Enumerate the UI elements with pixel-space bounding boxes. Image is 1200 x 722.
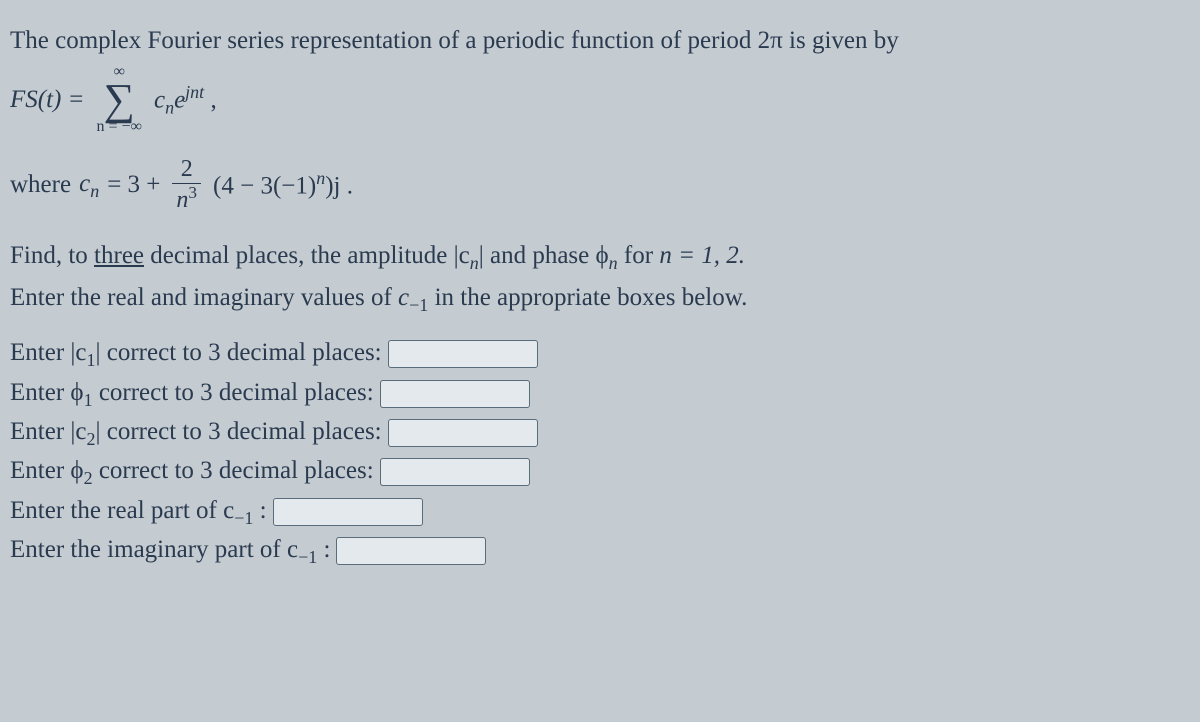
fs-e: e bbox=[174, 86, 185, 113]
find-p3: | and phase ϕ bbox=[479, 242, 609, 269]
find-p4: for bbox=[618, 242, 660, 269]
where-cn-letter: c bbox=[79, 170, 90, 197]
entry-label: Enter ϕ1 correct to 3 decimal places: bbox=[10, 376, 374, 412]
entry-label-post: correct to 3 decimal places: bbox=[93, 457, 374, 484]
find-subn: n bbox=[470, 253, 479, 273]
sigma-bottom: n = −∞ bbox=[97, 119, 142, 135]
fs-lhs: FS(t) = bbox=[10, 83, 85, 117]
entry-label-sub: −1 bbox=[234, 508, 253, 528]
entry-label-sub: 1 bbox=[87, 350, 96, 370]
entry-row: Enter ϕ2 correct to 3 decimal places: bbox=[10, 454, 1190, 490]
entry-label-post: | correct to 3 decimal places: bbox=[96, 339, 382, 366]
where-equation: where cn = 3 + 2 n3 (4 − 3(−1)n)j . bbox=[10, 157, 1190, 212]
input-phi2[interactable] bbox=[380, 458, 530, 486]
enter-line: Enter the real and imaginary values of c… bbox=[10, 281, 1190, 317]
input-c1-mag[interactable] bbox=[388, 340, 538, 368]
entry-label-sub: 1 bbox=[84, 390, 93, 410]
entry-label-post: | correct to 3 decimal places: bbox=[96, 418, 382, 445]
find-p1: Find, to bbox=[10, 242, 94, 269]
entry-row: Enter ϕ1 correct to 3 decimal places: bbox=[10, 376, 1190, 412]
fs-comma: , bbox=[210, 86, 216, 113]
entry-label: Enter |c2| correct to 3 decimal places: bbox=[10, 415, 382, 451]
entry-row: Enter |c1| correct to 3 decimal places: bbox=[10, 336, 1190, 372]
entry-label-post: correct to 3 decimal places: bbox=[93, 379, 374, 406]
find-subn2: n bbox=[609, 253, 618, 273]
sigma-symbol: ∑ bbox=[104, 80, 135, 120]
entry-label: Enter |c1| correct to 3 decimal places: bbox=[10, 336, 382, 372]
find-p2: decimal places, the amplitude |c bbox=[144, 242, 470, 269]
find-three: three bbox=[94, 242, 144, 269]
entry-label-post: : bbox=[253, 497, 266, 524]
frac-denominator: n3 bbox=[172, 183, 201, 213]
fs-exp: jnt bbox=[185, 82, 204, 102]
input-cminus1-real[interactable] bbox=[273, 498, 423, 526]
entry-label-post: : bbox=[317, 536, 330, 563]
where-cn: cn bbox=[79, 167, 99, 203]
entry-label-sub: 2 bbox=[87, 429, 96, 449]
entry-label-sub: 2 bbox=[84, 468, 93, 488]
entry-label-pre: Enter ϕ bbox=[10, 379, 84, 406]
find-neq: n = 1, 2. bbox=[659, 242, 745, 269]
where-fraction: 2 n3 bbox=[172, 157, 201, 212]
where-rest-tail: )j . bbox=[325, 173, 353, 200]
sigma-block: ∞ ∑ n = −∞ bbox=[97, 64, 142, 136]
entry-label: Enter the real part of c−1 : bbox=[10, 494, 267, 530]
where-prefix: where bbox=[10, 168, 71, 202]
enter-sub: −1 bbox=[409, 295, 428, 315]
entry-label-pre: Enter the imaginary part of c bbox=[10, 536, 298, 563]
frac-numerator: 2 bbox=[177, 157, 197, 182]
input-phi1[interactable] bbox=[380, 380, 530, 408]
entry-label: Enter the imaginary part of c−1 : bbox=[10, 533, 330, 569]
input-cminus1-imag[interactable] bbox=[336, 537, 486, 565]
enter-c: c bbox=[398, 284, 409, 311]
fs-term: cnejnt , bbox=[154, 80, 217, 120]
where-eq3plus: = 3 + bbox=[107, 168, 160, 202]
where-rest: (4 − 3(−1)n)j . bbox=[213, 166, 353, 203]
entry-row: Enter the real part of c−1 : bbox=[10, 494, 1190, 530]
find-line: Find, to three decimal places, the ampli… bbox=[10, 239, 1190, 275]
entry-label-pre: Enter |c bbox=[10, 418, 87, 445]
input-c2-mag[interactable] bbox=[388, 419, 538, 447]
frac-den-exp: 3 bbox=[188, 183, 197, 202]
fs-equation: FS(t) = ∞ ∑ n = −∞ cnejnt , bbox=[10, 64, 1190, 136]
entry-row: Enter the imaginary part of c−1 : bbox=[10, 533, 1190, 569]
intro-text: The complex Fourier series representatio… bbox=[10, 24, 1190, 58]
entry-label-pre: Enter |c bbox=[10, 339, 87, 366]
fs-cn-sub: n bbox=[165, 97, 174, 117]
enter-p1: Enter the real and imaginary values of bbox=[10, 284, 398, 311]
entry-row: Enter |c2| correct to 3 decimal places: bbox=[10, 415, 1190, 451]
entry-label-pre: Enter ϕ bbox=[10, 457, 84, 484]
entry-label: Enter ϕ2 correct to 3 decimal places: bbox=[10, 454, 374, 490]
where-rest-main: (4 − 3(−1) bbox=[213, 173, 316, 200]
entry-label-pre: Enter the real part of c bbox=[10, 497, 234, 524]
frac-den-n: n bbox=[176, 187, 188, 213]
entry-label-sub: −1 bbox=[298, 547, 317, 567]
where-rest-sup: n bbox=[316, 168, 325, 188]
enter-p2: in the appropriate boxes below. bbox=[428, 284, 747, 311]
fs-cn: c bbox=[154, 86, 165, 113]
where-cn-sub: n bbox=[90, 181, 99, 201]
